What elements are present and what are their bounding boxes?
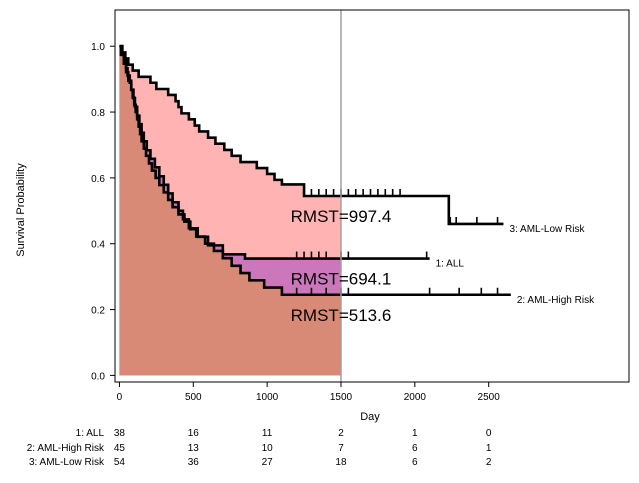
risk-count: 1 [412, 428, 418, 439]
survival-curve-3 [119, 44, 504, 226]
risk-count: 1 [486, 443, 492, 454]
risk-row-label: 2: AML-High Risk [27, 443, 105, 454]
x-tick-label: 500 [185, 392, 202, 403]
survival-curve-2 [119, 44, 511, 297]
risk-count: 38 [114, 428, 126, 439]
risk-count: 13 [188, 443, 200, 454]
risk-row-label: 1: ALL [76, 428, 105, 439]
risk-count: 11 [262, 428, 273, 439]
curve-labels: 1: ALL RMST=694.1 2: AML-High Risk RMST=513… [291, 207, 595, 325]
rmst-label: RMST=997.4 [291, 207, 392, 226]
risk-row-label: 3: AML-Low Risk [29, 457, 105, 468]
rmst-areas [119, 46, 341, 376]
risk-count: 27 [262, 457, 274, 468]
rmst-label: RMST=694.1 [291, 270, 392, 289]
y-tick-label: 1.0 [91, 42, 105, 53]
y-tick-label: 0.2 [91, 306, 105, 317]
plot-frame [114, 9, 630, 383]
rmst-area-2 [119, 46, 341, 376]
risk-count: 45 [114, 443, 126, 454]
risk-count: 54 [114, 457, 126, 468]
risk-count: 18 [335, 457, 347, 468]
y-tick-label: 0.4 [91, 240, 105, 251]
y-tick-label: 0.6 [91, 174, 105, 185]
risk-count: 10 [262, 443, 274, 454]
y-tick-label: 0.8 [91, 108, 105, 119]
risk-count: 2 [338, 428, 344, 439]
x-tick-label: 2000 [404, 392, 427, 403]
risk-count: 16 [188, 428, 200, 439]
risk-count: 2 [486, 457, 492, 468]
risk-count: 6 [412, 457, 418, 468]
survival-curves [119, 44, 511, 297]
risk-count: 7 [338, 443, 344, 454]
at-risk-table: 1: ALL 38 16 11 2 1 02: AML-High Risk 45 13 10 7 6 1… [27, 428, 492, 468]
x-tick-label: 0 [117, 392, 123, 403]
x-axis-title: Day [360, 411, 380, 423]
risk-count: 6 [412, 443, 418, 454]
y-axis: 0.0 0.2 0.4 0.6 0.8 1.0 [91, 42, 115, 382]
rmst-label: RMST=513.6 [291, 306, 392, 325]
curve-end-label: 1: ALL [436, 259, 465, 270]
curve-end-label: 3: AML-Low Risk [509, 224, 585, 235]
risk-count: 36 [188, 457, 200, 468]
curve-end-label: 2: AML-High Risk [517, 295, 595, 306]
x-axis: 0 500 1000 1500 2000 2500 [117, 382, 501, 403]
x-tick-label: 1500 [330, 392, 353, 403]
risk-count: 0 [486, 428, 492, 439]
y-axis-title: Survival Probability [15, 163, 27, 257]
x-tick-label: 2500 [478, 392, 501, 403]
x-tick-label: 1000 [256, 392, 279, 403]
y-tick-label: 0.0 [91, 371, 105, 382]
